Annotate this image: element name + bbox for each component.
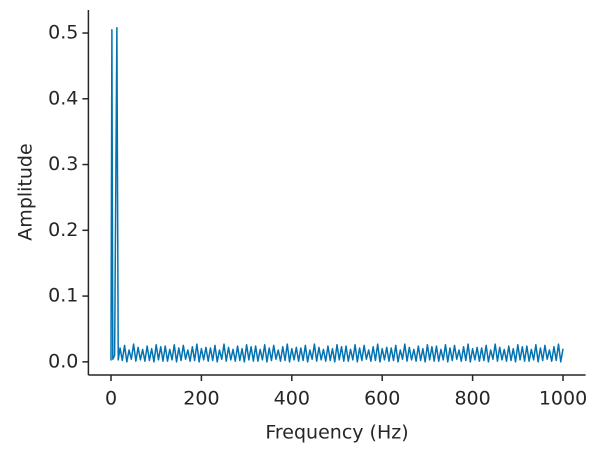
y-tick-label: 0.3	[48, 153, 78, 175]
series-line	[110, 27, 564, 363]
x-tick-label: 800	[454, 388, 490, 410]
y-tick-label: 0.1	[48, 285, 78, 307]
y-tick-label: 0.4	[48, 87, 78, 109]
x-tick-label: 400	[274, 388, 310, 410]
y-tick-label: 0.5	[48, 22, 78, 44]
x-tick-label: 600	[364, 388, 400, 410]
x-tick-label: 200	[183, 388, 219, 410]
x-axis-label: Frequency (Hz)	[265, 422, 408, 444]
y-axis-label: Amplitude	[15, 143, 37, 240]
x-tick-label: 1000	[539, 388, 587, 410]
y-tick-label: 0.0	[48, 350, 78, 372]
x-tick-label: 0	[105, 388, 117, 410]
y-tick-label: 0.2	[48, 219, 78, 241]
